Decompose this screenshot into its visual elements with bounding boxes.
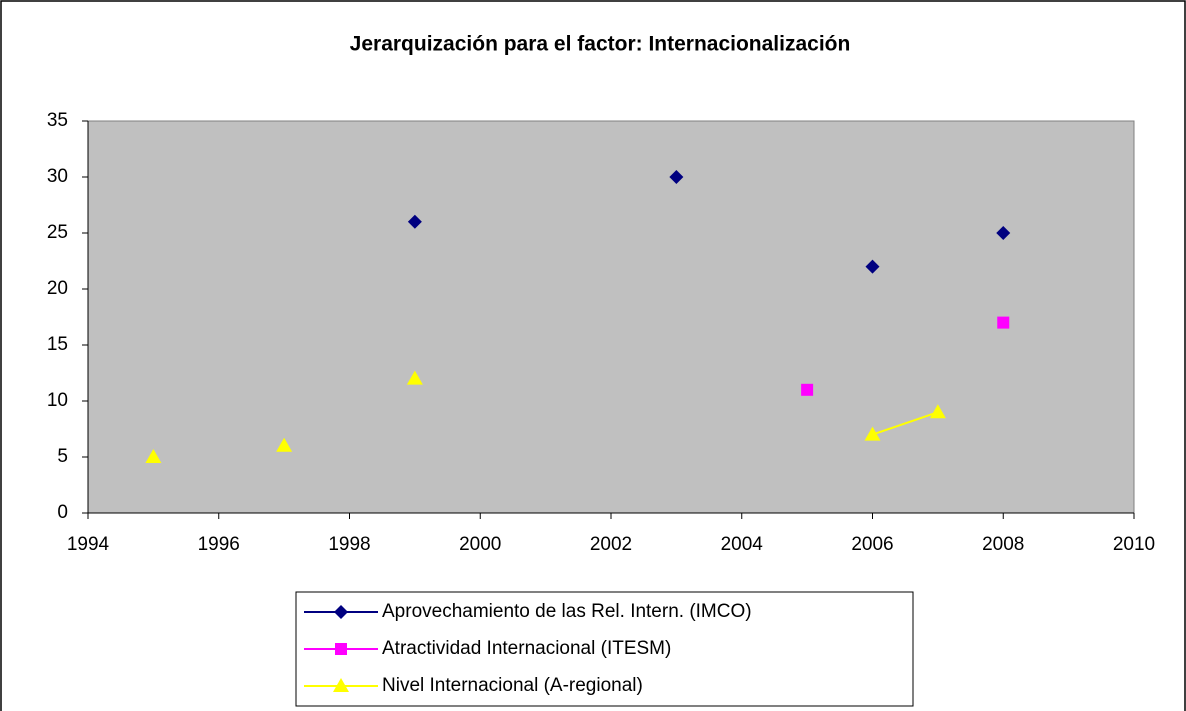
y-tick-label: 20 — [47, 278, 68, 299]
legend-marker — [335, 643, 347, 655]
legend-marker — [334, 605, 348, 619]
y-tick-label: 30 — [47, 166, 68, 187]
marker — [929, 404, 946, 419]
x-tick-label: 2004 — [721, 534, 764, 555]
y-tick-label: 25 — [47, 222, 68, 243]
x-tick-label: 2006 — [851, 534, 893, 555]
series-line — [872, 411, 939, 436]
legend-label: Nivel Internacional (A-regional) — [382, 675, 643, 696]
y-tick-label: 5 — [57, 446, 68, 467]
marker — [865, 259, 880, 274]
y-tick-label: 0 — [57, 502, 68, 523]
marker — [276, 437, 293, 452]
legend-label: Aprovechamiento de las Rel. Intern. (IMC… — [382, 601, 752, 622]
chart-title: Jerarquización para el factor: Internaci… — [350, 33, 851, 56]
x-tick-label: 2002 — [590, 534, 632, 555]
marker — [407, 214, 422, 229]
marker — [406, 370, 423, 385]
y-tick-label: 10 — [47, 390, 68, 411]
y-tick-label: 15 — [47, 334, 68, 355]
x-tick-label: 1996 — [198, 534, 240, 555]
marker — [997, 316, 1010, 329]
x-tick-label: 1994 — [67, 534, 110, 555]
x-tick-label: 2000 — [459, 534, 501, 555]
marker — [801, 383, 814, 396]
y-tick-label: 35 — [47, 110, 68, 131]
marker — [669, 170, 684, 184]
x-tick-label: 2010 — [1113, 534, 1155, 555]
marker — [145, 449, 162, 463]
legend-marker — [333, 678, 349, 692]
x-tick-label: 2008 — [982, 534, 1024, 555]
plot-area — [87, 120, 1135, 514]
legend-box — [295, 591, 914, 707]
legend-label: Atractividad Internacional (ITESM) — [382, 638, 671, 659]
marker — [864, 426, 881, 441]
marker — [996, 226, 1011, 240]
x-tick-label: 1998 — [328, 534, 370, 555]
